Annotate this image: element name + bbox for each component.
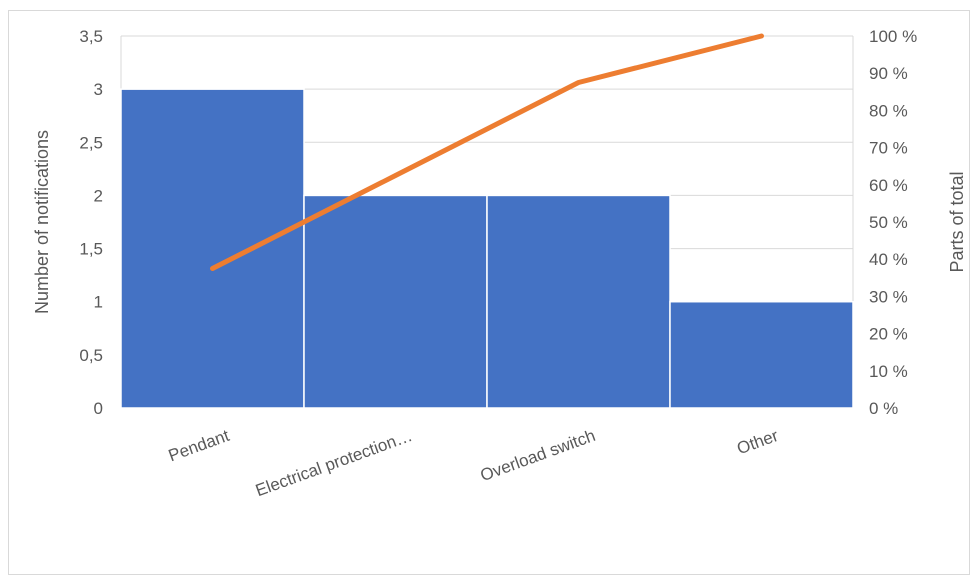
y2-tick-label: 40 %	[869, 250, 908, 269]
bar	[120, 88, 305, 409]
bar	[669, 300, 854, 409]
y-tick-label: 1	[94, 293, 103, 312]
y2-tick-label: 100 %	[869, 27, 917, 46]
right-axis-ticks: 0 % 10 % 20 % 30 % 40 % 50 % 60 % 70 % 80 % 90 % 1…	[869, 27, 917, 418]
cumulative-line-series	[210, 33, 764, 271]
left-axis-ticks: 0 0,5 1 1,5 2 2,5 3 3,5	[79, 27, 103, 418]
bar	[486, 194, 671, 409]
y2-tick-label: 60 %	[869, 176, 908, 195]
x-tick-label: Electrical protection…	[253, 426, 415, 500]
bar-series	[120, 88, 854, 409]
y2-tick-label: 20 %	[869, 325, 908, 344]
bar	[303, 194, 488, 409]
y-axis-title: Number of notifications	[32, 130, 52, 314]
y2-tick-label: 0 %	[869, 399, 898, 418]
y2-axis-title: Parts of total	[947, 171, 967, 272]
y-tick-label: 3,5	[79, 27, 103, 46]
category-axis-labels: Pendant Electrical protection… Overload sw…	[166, 426, 781, 501]
x-tick-label: Other	[734, 426, 781, 459]
y-tick-label: 3	[94, 80, 103, 99]
y-tick-label: 2,5	[79, 133, 103, 152]
y2-tick-label: 10 %	[869, 362, 908, 381]
y2-tick-label: 50 %	[869, 213, 908, 232]
y-tick-label: 0	[94, 399, 103, 418]
y-tick-label: 1,5	[79, 240, 103, 259]
y2-tick-label: 90 %	[869, 64, 908, 83]
cumulative-line	[210, 33, 764, 271]
y2-tick-label: 80 %	[869, 101, 908, 120]
x-tick-label: Pendant	[166, 426, 232, 466]
y2-tick-label: 70 %	[869, 139, 908, 158]
y-tick-label: 2	[94, 186, 103, 205]
y-tick-label: 0,5	[79, 346, 103, 365]
x-tick-label: Overload switch	[478, 426, 598, 485]
y2-tick-label: 30 %	[869, 287, 908, 306]
